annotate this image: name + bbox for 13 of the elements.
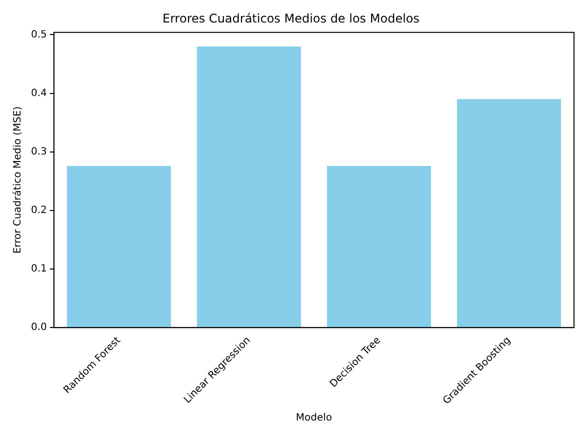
y-tick-label: 0.4 — [30, 88, 47, 99]
x-axis-title: Modelo — [296, 412, 332, 424]
chart-title: Errores Cuadráticos Medios de los Modelos — [162, 11, 420, 26]
bar — [196, 46, 301, 328]
y-tick-label: 0.3 — [30, 146, 47, 158]
y-tick-label: 0.5 — [30, 29, 47, 40]
bar — [456, 99, 561, 328]
bar — [326, 166, 431, 328]
y-tick-label: 0.1 — [30, 264, 47, 275]
y-tick-label: 0.2 — [30, 205, 47, 216]
y-axis-title: Error Cuadrático Medio (MSE) — [12, 106, 24, 254]
bar — [66, 166, 171, 328]
y-tick-label: 0.0 — [30, 322, 47, 334]
